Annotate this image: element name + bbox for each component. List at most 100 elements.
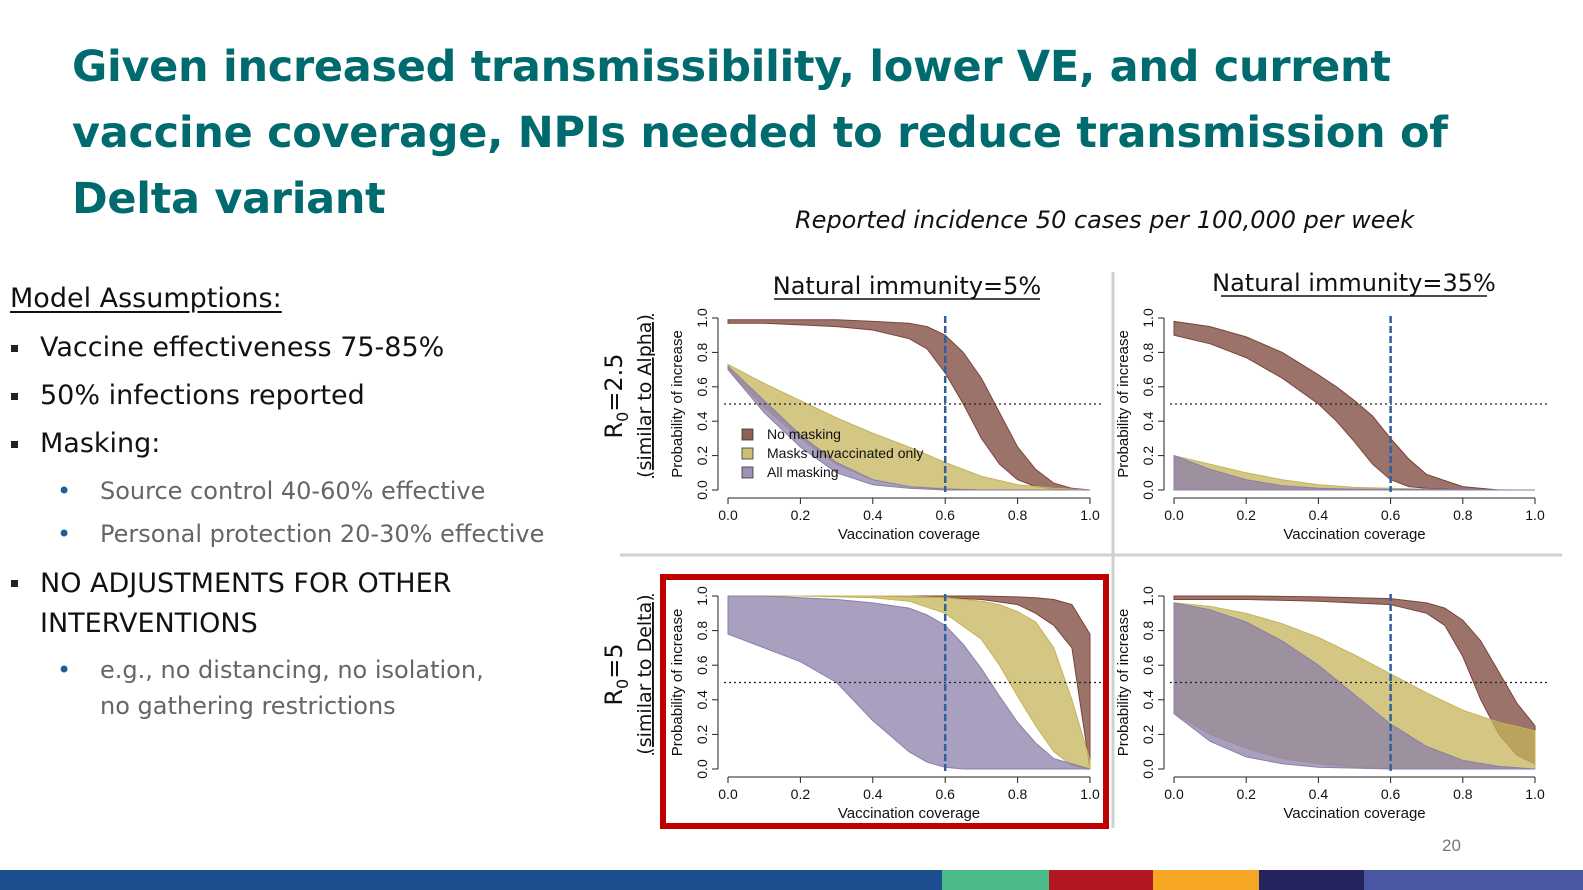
- x-tick-label: 0.2: [791, 786, 811, 802]
- sub-list-item: • e.g., no distancing, no isolation, no …: [57, 652, 484, 724]
- y-axis-label: Probability of increase: [669, 609, 686, 757]
- y-tick-label: 0.2: [694, 446, 710, 466]
- y-tick-label: 0.8: [1140, 342, 1156, 362]
- x-axis-label: Vaccination coverage: [1283, 805, 1425, 822]
- list-item: NO ADJUSTMENTS FOR OTHER INTERVENTIONS: [11, 564, 452, 644]
- legend-label: Masks unvaccinated only: [767, 445, 923, 461]
- y-tick-label: 0.4: [1140, 690, 1156, 710]
- bullet-marker: [11, 580, 18, 587]
- y-tick-label: 0.2: [694, 724, 710, 744]
- y-axis-label: Probability of increase: [669, 330, 686, 478]
- y-tick-label: 0.2: [1140, 724, 1156, 744]
- footer-stripe: [0, 870, 942, 890]
- x-tick-label: 0.2: [1236, 507, 1256, 523]
- y-tick-label: 1.0: [1140, 308, 1156, 328]
- bullet-marker: [11, 345, 18, 352]
- y-tick-label: 0.4: [1140, 411, 1156, 431]
- bullet-dot: •: [57, 656, 72, 684]
- x-tick-label: 0.8: [1453, 507, 1473, 523]
- y-tick-label: 0.2: [1140, 446, 1156, 466]
- band-no-masking: [1173, 320, 1535, 491]
- legend-label: All masking: [767, 464, 839, 480]
- band-all-masking: [1173, 454, 1536, 491]
- y-tick-label: 0.6: [1140, 377, 1156, 397]
- x-tick-label: 0.0: [718, 786, 738, 802]
- chart-panel-bottom-left: 0.0 0.2 0.4 0.6 0.8 1.0 0.0 0.2 0.4 0.6 0.8 1.0 Vacc…: [600, 574, 1109, 829]
- page-number: 20: [1442, 836, 1461, 855]
- y-tick-label: 1.0: [1140, 586, 1156, 606]
- list-item: 50% infections reported: [11, 380, 365, 411]
- slide-title: Given increased transmissibility, lower …: [72, 42, 1448, 224]
- legend-swatch: [741, 428, 754, 441]
- x-axis-label: Vaccination coverage: [838, 805, 980, 822]
- legend-swatch: [741, 466, 754, 479]
- x-tick-label: 1.0: [1080, 786, 1100, 802]
- x-tick-label: 0.6: [935, 786, 955, 802]
- chart-panel-bottom-right: 0.0 0.2 0.4 0.6 0.8 1.0 0.0 0.2 0.4 0.6 0.8 1.0 Vacc…: [1115, 586, 1547, 822]
- column-title: Natural immunity=5%: [773, 272, 1041, 300]
- bullet-marker: [11, 393, 18, 400]
- y-axis-label: Probability of increase: [1115, 609, 1132, 757]
- x-tick-label: 0.6: [1381, 786, 1401, 802]
- legend-swatch: [741, 447, 754, 460]
- sub-list-item: • Source control 40-60% effective: [57, 477, 486, 505]
- list-item: Masking:: [11, 428, 161, 459]
- list-item: Vaccine effectiveness 75-85%: [11, 332, 445, 363]
- x-tick-label: 0.0: [718, 507, 738, 523]
- y-tick-label: 0.0: [1140, 759, 1156, 779]
- footer-stripe: [1049, 870, 1153, 890]
- x-tick-label: 0.4: [1309, 507, 1329, 523]
- y-axis-label: Probability of increase: [1115, 330, 1132, 478]
- x-tick-label: 1.0: [1080, 507, 1100, 523]
- row-title: R0=2.5: [600, 353, 632, 438]
- list-item-text: Vaccine effectiveness 75-85%: [40, 332, 445, 363]
- assumptions-list: Vaccine effectiveness 75-85% 50% infecti…: [0, 0, 590, 890]
- sub-list-item-text-line2: no gathering restrictions: [100, 692, 396, 720]
- x-tick-label: 0.8: [1008, 507, 1028, 523]
- band-masks-unvaccinated-only: [728, 595, 1091, 770]
- x-tick-label: 0.6: [935, 507, 955, 523]
- band-all-masking: [1173, 602, 1536, 770]
- bullet-dot: •: [57, 520, 72, 548]
- figure-subtitle: Reported incidence 50 cases per 100,000 …: [795, 206, 1415, 234]
- x-tick-label: 0.4: [863, 786, 883, 802]
- y-tick-label: 0.0: [694, 759, 710, 779]
- y-tick-label: 0.4: [694, 690, 710, 710]
- y-tick-label: 0.6: [694, 377, 710, 397]
- column-title: Natural immunity=35%: [1212, 269, 1496, 297]
- sub-list-item: • Personal protection 20-30% effective: [57, 520, 544, 548]
- list-item-text: 50% infections reported: [40, 380, 365, 411]
- bullet-dot: •: [57, 477, 72, 505]
- x-tick-label: 0.8: [1453, 786, 1473, 802]
- x-axis-label: Vaccination coverage: [838, 526, 980, 543]
- y-tick-label: 0.8: [694, 621, 710, 641]
- footer-stripe: [1364, 870, 1583, 890]
- sub-list-item-text: Source control 40-60% effective: [100, 477, 486, 505]
- x-tick-label: 1.0: [1525, 786, 1545, 802]
- footer-stripe: [1259, 870, 1364, 890]
- x-tick-label: 0.2: [791, 507, 811, 523]
- y-tick-label: 0.8: [1140, 621, 1156, 641]
- row-title: R0=5: [600, 643, 632, 705]
- y-tick-label: 0.4: [694, 411, 710, 431]
- x-tick-label: 0.6: [1381, 507, 1401, 523]
- row-subtitle: (similar to Alpha): [634, 314, 656, 478]
- assumptions-heading: Model Assumptions:: [10, 283, 282, 314]
- y-tick-label: 0.0: [694, 480, 710, 500]
- row-subtitle: (similar to Delta): [634, 594, 656, 754]
- y-tick-label: 0.6: [1140, 655, 1156, 675]
- x-tick-label: 0.2: [1236, 786, 1256, 802]
- footer-stripe: [942, 870, 1049, 890]
- x-tick-label: 0.8: [1008, 786, 1028, 802]
- y-tick-label: 0.0: [1140, 480, 1156, 500]
- x-tick-label: 0.0: [1164, 507, 1184, 523]
- footer-stripe: [1153, 870, 1259, 890]
- highlight-box: [660, 574, 1109, 829]
- list-item-text: NO ADJUSTMENTS FOR OTHER: [40, 568, 452, 599]
- y-tick-label: 1.0: [694, 586, 710, 606]
- x-axis-label: Vaccination coverage: [1283, 526, 1425, 543]
- list-item-text: Masking:: [40, 428, 161, 459]
- chart-panel-top-left: 0.0 0.2 0.4 0.6 0.8 1.0 0.0 0.2 0.4 0.6 0.8 1.0 Vacc…: [600, 272, 1102, 543]
- list-item-text-line2: INTERVENTIONS: [40, 608, 258, 639]
